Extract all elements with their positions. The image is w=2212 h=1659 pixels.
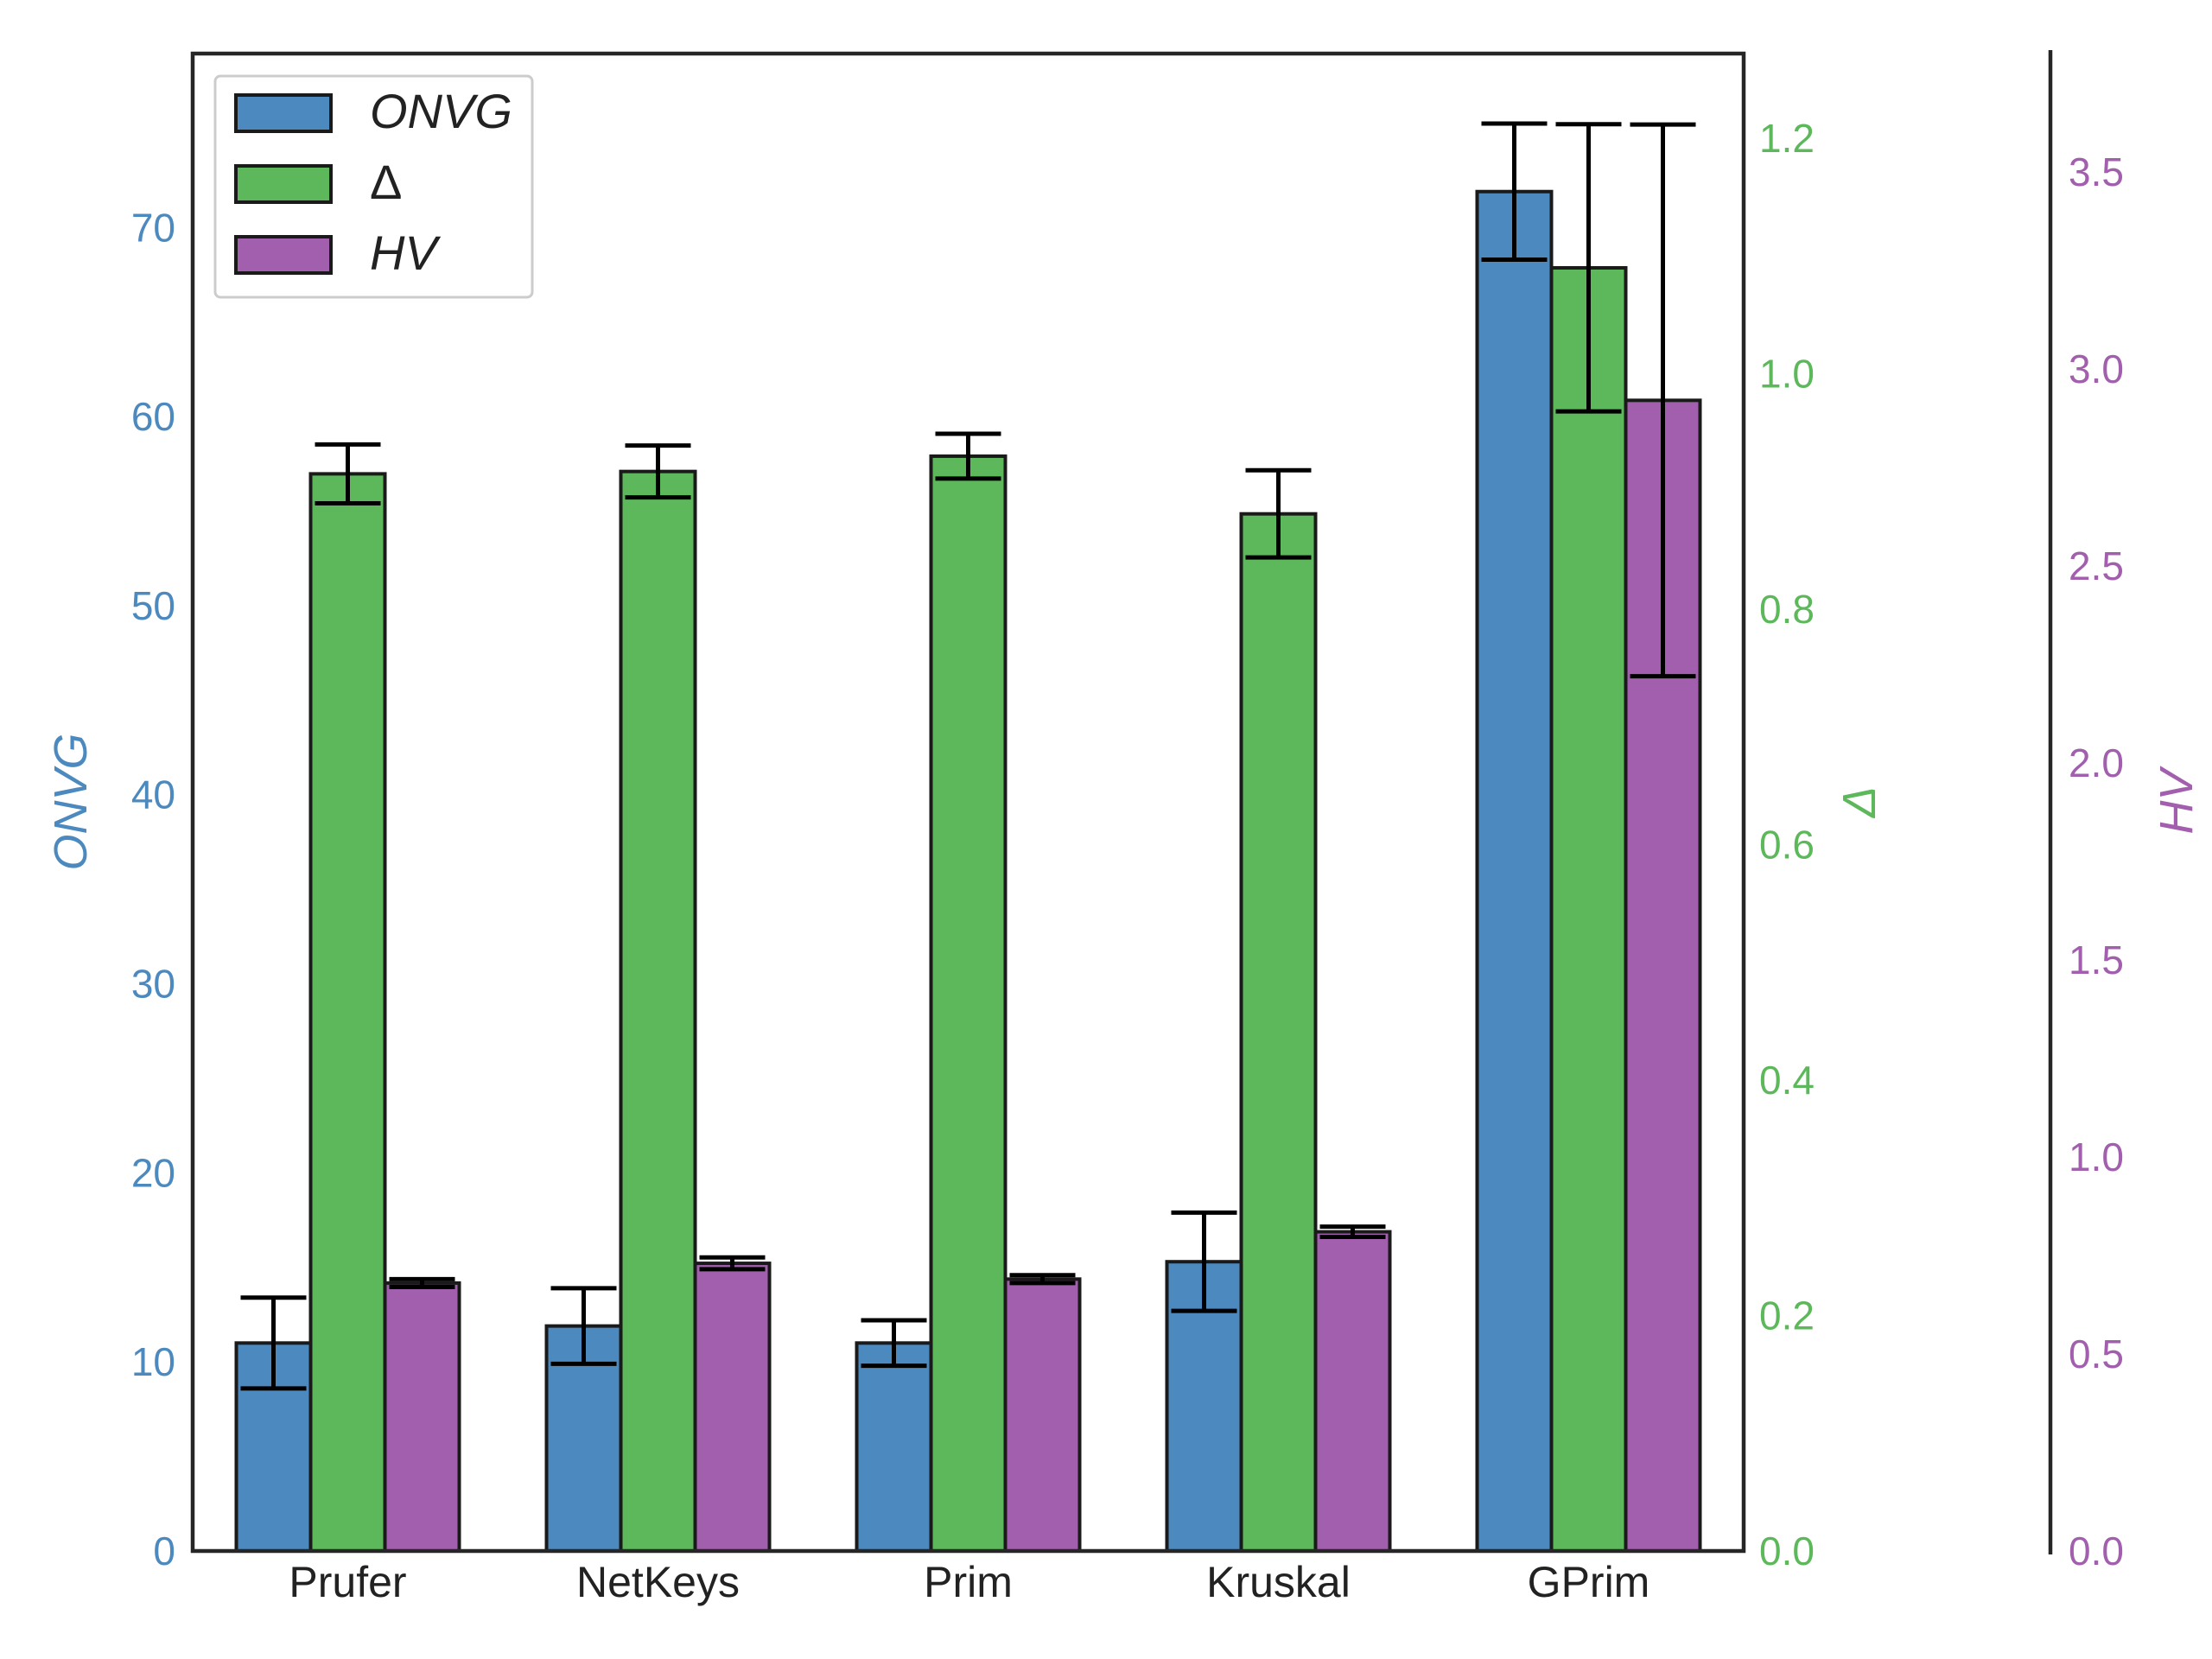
error-bar-onvg-kruskal <box>1171 1210 1237 1313</box>
bar-hv-prufer <box>383 1281 461 1553</box>
error-bar-hv-netkeys <box>699 1255 766 1272</box>
category-label-prufer: Prufer <box>289 1558 406 1606</box>
onvg-tick-label: 10 <box>131 1339 175 1384</box>
error-bar-hv-gprim <box>1630 122 1696 679</box>
hv-tick-label: 2.0 <box>2069 741 2124 785</box>
onvg-tick-label: 50 <box>131 583 175 628</box>
bar-delta-netkeys <box>619 469 697 1554</box>
legend: ONVG Δ HV <box>213 74 534 299</box>
hv-tick-label: 1.0 <box>2069 1135 2124 1179</box>
delta-tick-label: 0.4 <box>1759 1058 1815 1103</box>
bar-hv-netkeys <box>693 1262 772 1553</box>
onvg-axis-label: ONVG <box>45 733 97 870</box>
onvg-tick-label: 70 <box>131 205 175 250</box>
bar-onvg-prim <box>855 1341 933 1553</box>
bar-hv-prim <box>1003 1277 1082 1554</box>
legend-label-hv: HV <box>370 226 441 280</box>
onvg-tick-label: 40 <box>131 772 175 817</box>
bar-onvg-gprim <box>1475 189 1554 1553</box>
onvg-axis-ticks: 0 10 20 30 40 50 60 70 <box>131 205 175 1573</box>
plot-frame <box>190 51 1746 1554</box>
bar-hv-gprim <box>1624 398 1702 1554</box>
error-bars <box>240 121 1696 1391</box>
error-bar-onvg-netkeys <box>550 1286 617 1366</box>
delta-tick-label: 0.6 <box>1759 823 1815 868</box>
hv-tick-label: 0.5 <box>2069 1332 2124 1376</box>
bar-delta-prufer <box>308 472 387 1554</box>
error-bar-delta-gprim <box>1555 122 1622 414</box>
hv-tick-label: 0.0 <box>2069 1529 2124 1573</box>
hv-axis-ticks: 0.0 0.5 1.0 1.5 2.0 2.5 3.0 3.5 <box>2069 149 2124 1573</box>
hv-tick-label: 3.0 <box>2069 346 2124 391</box>
error-bar-delta-prim <box>935 431 1001 481</box>
error-bar-delta-netkeys <box>625 443 691 500</box>
bar-hv-kruskal <box>1313 1230 1392 1554</box>
delta-tick-label: 0.2 <box>1759 1294 1815 1338</box>
category-label-netkeys: NetKeys <box>576 1558 740 1606</box>
legend-items: ONVG Δ HV <box>234 84 512 280</box>
bars <box>234 189 1702 1554</box>
onvg-tick-label: 30 <box>131 962 175 1007</box>
onvg-tick-label: 0 <box>153 1529 175 1573</box>
delta-tick-label: 0.0 <box>1759 1529 1815 1573</box>
legend-label-delta: Δ <box>370 155 402 209</box>
category-label-gprim: GPrim <box>1528 1558 1650 1606</box>
error-bar-onvg-prim <box>861 1318 927 1369</box>
category-labels: Prufer NetKeys Prim Kruskal GPrim <box>289 1558 1649 1606</box>
hv-tick-label: 3.5 <box>2069 149 2124 194</box>
bar-delta-kruskal <box>1239 512 1318 1553</box>
error-bar-onvg-prufer <box>240 1295 307 1391</box>
category-label-prim: Prim <box>924 1558 1013 1606</box>
hv-tick-label: 2.5 <box>2069 543 2124 588</box>
delta-tick-label: 1.2 <box>1759 116 1815 161</box>
hv-tick-label: 1.5 <box>2069 938 2124 982</box>
category-label-kruskal: Kruskal <box>1206 1558 1351 1606</box>
error-bar-onvg-gprim <box>1481 121 1548 263</box>
onvg-tick-label: 20 <box>131 1150 175 1195</box>
delta-tick-label: 1.0 <box>1759 352 1815 397</box>
error-bar-hv-prim <box>1009 1273 1076 1286</box>
legend-swatch-onvg <box>234 93 333 133</box>
delta-axis-label: Δ <box>1834 786 1885 819</box>
delta-axis-ticks: 0.0 0.2 0.4 0.6 0.8 1.0 1.2 <box>1759 116 1815 1573</box>
bar-delta-prim <box>929 454 1007 1553</box>
delta-tick-label: 0.8 <box>1759 587 1815 632</box>
error-bar-delta-prufer <box>315 442 381 505</box>
onvg-tick-label: 60 <box>131 394 175 439</box>
error-bar-hv-kruskal <box>1319 1224 1386 1240</box>
hv-axis-label: HV <box>2151 766 2202 835</box>
legend-swatch-delta <box>234 164 333 204</box>
error-bar-delta-kruskal <box>1245 467 1312 560</box>
bar-delta-gprim <box>1549 265 1628 1553</box>
legend-swatch-hv <box>234 235 333 275</box>
error-bar-hv-prufer <box>389 1276 455 1289</box>
legend-label-onvg: ONVG <box>370 84 512 138</box>
